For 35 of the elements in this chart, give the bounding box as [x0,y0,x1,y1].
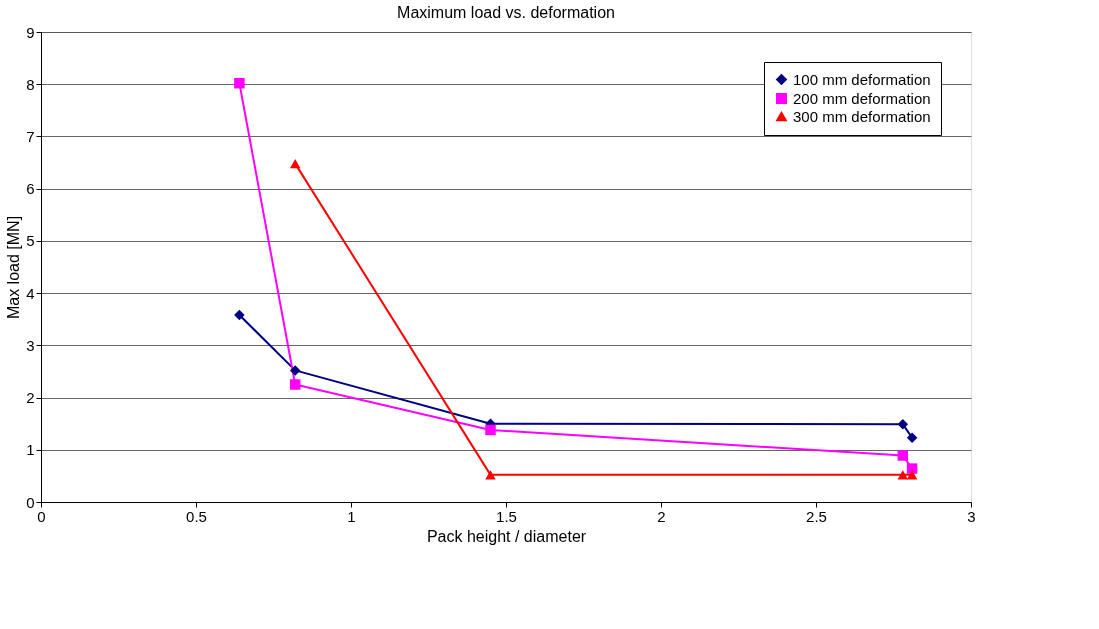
point [485,424,496,436]
point [234,309,245,321]
x-tick-label: 1.5 [496,507,517,525]
point [289,159,301,169]
point [234,77,245,89]
y-axis-title: Max load [MN] [5,215,23,320]
y-tick-label: 2 [26,389,35,407]
x-tick-label: 0 [37,507,46,525]
y-tick-label: 7 [26,127,35,145]
point [906,432,918,444]
point [485,470,496,480]
point [906,463,918,474]
x-tick-label: 3 [967,507,976,525]
y-tick-label: 4 [26,284,35,302]
point [289,379,301,390]
x-tick-label: 1 [347,507,356,525]
y-tick-label: 0 [26,493,35,511]
x-tick-label: 2.5 [806,507,827,525]
y-tick-label: 8 [26,75,35,93]
y-tick-label: 5 [26,232,35,250]
legend-label: 100 mm deformation [793,70,931,88]
x-tick-label: 2 [657,507,666,525]
x-tick-label: 0.5 [186,507,207,525]
y-tick-label: 3 [26,336,35,354]
y-tick-label: 1 [26,441,35,459]
legend-label: 300 mm deformation [793,107,931,125]
point [897,450,909,461]
point [289,365,301,376]
y-tick-label: 9 [26,23,35,41]
y-tick-label: 6 [26,180,35,198]
x-axis-title: Pack height / diameter [426,527,587,545]
legend-label: 200 mm deformation [793,89,931,107]
chart-title: Maximum load vs. deformation [397,4,615,21]
point [897,418,909,430]
point [906,470,918,480]
